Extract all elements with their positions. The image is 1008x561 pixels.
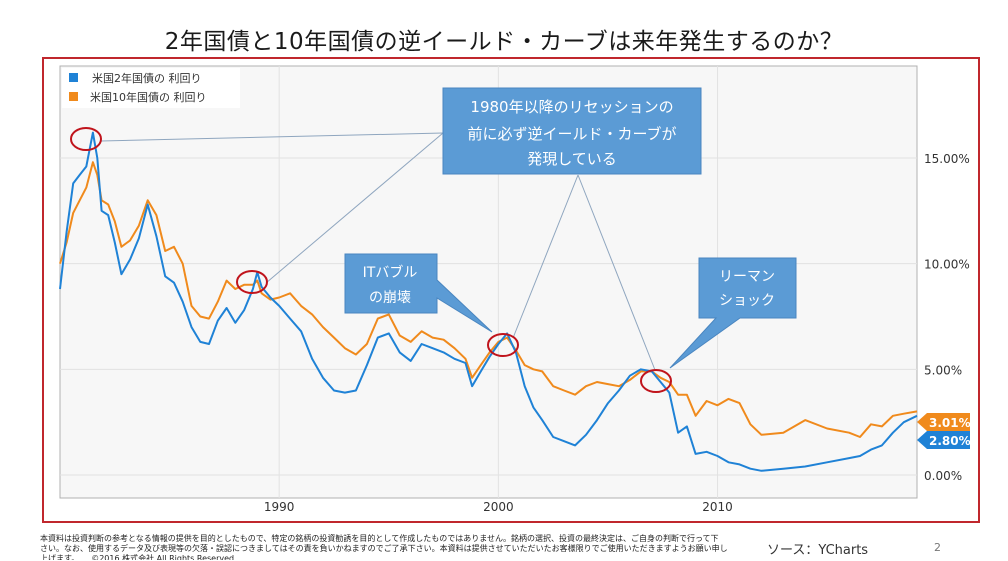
connector-2000 — [512, 174, 579, 339]
legend-label-10y: 米国10年国債の 利回り — [90, 90, 207, 104]
x-tick-label: 2000 — [483, 500, 514, 514]
callout-it-line-2: の崩壊 — [369, 290, 411, 306]
legend: 米国2年国債の 利回り 米国10年国債の 利回り — [62, 68, 240, 108]
x-tick-label: 1990 — [264, 500, 295, 514]
legend-swatch-2y — [69, 73, 78, 82]
y-tick-label: 5.00% — [924, 363, 962, 377]
callout-lehman-line-2: ショック — [719, 293, 775, 309]
end-label-10y: 3.01% — [917, 413, 971, 431]
end-label-10y-text: 3.01% — [929, 416, 971, 430]
end-label-2y: 2.80% — [917, 431, 971, 449]
series-group — [59, 131, 918, 472]
y-tick-label: 15.00% — [924, 152, 970, 166]
page-number: 2 — [934, 541, 941, 554]
disclaimer-line: さい。なお、使用するデータ及び表現等の欠落・誤認につきましてはその責を負いかねま… — [40, 544, 728, 553]
callout-main-line-2: 前に必ず逆イールド・カーブが — [467, 125, 676, 143]
connector-1981 — [100, 132, 444, 142]
disclaimer-line: 本資料は投資判断の参考となる情報の提供を目的としたもので、特定の銘柄の投資勧誘を… — [40, 534, 719, 543]
marker-circle-1989 — [236, 270, 268, 294]
callout-lehman-line-1: リーマン — [719, 269, 775, 285]
end-label-2y-text: 2.80% — [929, 434, 971, 448]
callout-main-line-1: 1980年以降のリセッションの — [470, 98, 673, 116]
marker-circle-1981 — [70, 127, 102, 151]
series-line-series2y — [59, 131, 918, 472]
x-tick-label: 2010 — [702, 500, 733, 514]
series-line-series10y — [59, 161, 918, 438]
connector-2007 — [577, 174, 656, 371]
callout-it-bubble: ITバブル の崩壊 — [344, 253, 493, 333]
legend-label-2y: 米国2年国債の 利回り — [92, 71, 202, 85]
callout-main-line-3: 発現している — [527, 150, 617, 168]
callout-it-line-1: ITバブル — [363, 264, 418, 281]
callout-connectors — [100, 132, 656, 371]
source-label: ソース：YCharts — [767, 543, 869, 558]
legend-background — [62, 68, 240, 108]
callout-main: 1980年以降のリセッションの 前に必ず逆イールド・カーブが 発現している — [442, 87, 702, 175]
callout-lehman: リーマン ショック — [669, 257, 797, 369]
marker-circle-2000 — [487, 333, 519, 357]
marker-circle-2007 — [640, 369, 672, 393]
legend-swatch-10y — [69, 92, 78, 101]
y-tick-label: 0.00% — [924, 469, 962, 483]
disclaimer: 本資料は投資判断の参考となる情報の提供を目的としたもので、特定の銘柄の投資勧誘を… — [40, 534, 740, 560]
y-axis: 0.00% 5.00% 10.00% 15.00% — [924, 152, 970, 483]
x-axis: 1990 2000 2010 — [264, 500, 733, 514]
y-tick-label: 10.00% — [924, 258, 970, 272]
slide-title: 2年国債と10年国債の逆イールド・カーブは来年発生するのか？ — [164, 29, 844, 55]
connector-1989 — [265, 132, 444, 284]
highlight-frame — [42, 57, 980, 523]
recession-markers — [70, 127, 672, 393]
disclaimer-line: 上げます。 ©2016 株式会社 All Rights Reserved — [40, 554, 235, 560]
